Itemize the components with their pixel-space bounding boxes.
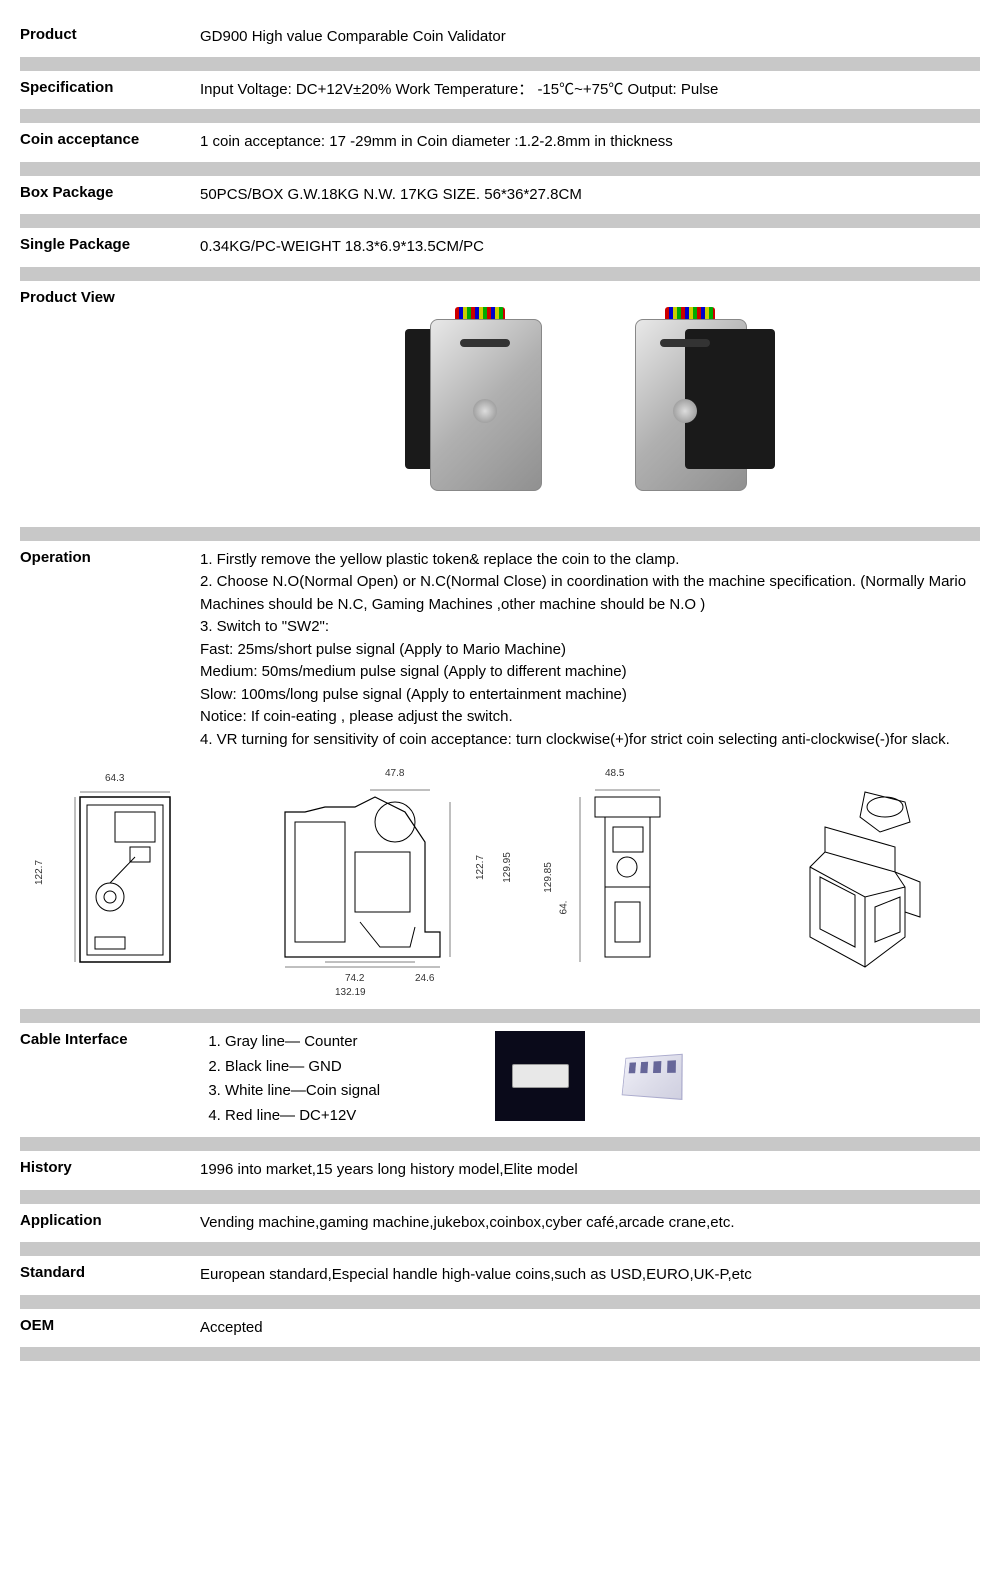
cable-list: Gray line— Counter Black line— GND White…: [200, 1031, 475, 1129]
op-line: 3. Switch to "SW2":: [200, 616, 980, 639]
dim-label: 122.7: [34, 860, 45, 885]
divider: [20, 1190, 980, 1204]
box-label: Box Package: [20, 184, 200, 201]
oem-row: OEM Accepted: [20, 1311, 980, 1346]
divider: [20, 162, 980, 176]
dim-label: 122.7: [475, 855, 486, 880]
dim-label: 64.3: [105, 773, 124, 784]
operation-row: Operation 1. Firstly remove the yellow p…: [20, 543, 980, 758]
product-image-area: [200, 289, 980, 519]
drawing-front: 64.3 122.7: [55, 787, 185, 977]
dim-label: 129.85: [543, 862, 554, 893]
view-label: Product View: [20, 289, 200, 306]
divider: [20, 527, 980, 541]
box-row: Box Package 50PCS/BOX G.W.18KG N.W. 17KG…: [20, 178, 980, 213]
application-value: Vending machine,gaming machine,jukebox,c…: [200, 1212, 980, 1235]
dim-label: 64.: [558, 901, 569, 915]
history-value: 1996 into market,15 years long history m…: [200, 1159, 980, 1182]
cable-item: White line—Coin signal: [225, 1080, 475, 1103]
dim-label: 132.19: [335, 987, 366, 998]
divider: [20, 109, 980, 123]
cable-item: Gray line— Counter: [225, 1031, 475, 1054]
divider: [20, 267, 980, 281]
drawing-svg: [55, 787, 185, 977]
technical-drawings: 64.3 122.7 47.8 74.2 24.6 132.19 122.7 1…: [20, 757, 980, 1007]
cable-label: Cable Interface: [20, 1031, 200, 1048]
operation-label: Operation: [20, 549, 200, 566]
device-front-photo: [395, 299, 575, 499]
product-row: Product GD900 High value Comparable Coin…: [20, 20, 980, 55]
product-value: GD900 High value Comparable Coin Validat…: [200, 26, 980, 49]
drawing-svg: [265, 782, 485, 982]
divider: [20, 214, 980, 228]
standard-value: European standard,Especial handle high-v…: [200, 1264, 980, 1287]
cable-item: Red line— DC+12V: [225, 1105, 475, 1128]
divider: [20, 1242, 980, 1256]
op-line: Notice: If coin-eating , please adjust t…: [200, 706, 980, 729]
op-line: Fast: 25ms/short pulse signal (Apply to …: [200, 639, 980, 662]
spec-row: Specification Input Voltage: DC+12V±20% …: [20, 73, 980, 108]
application-row: Application Vending machine,gaming machi…: [20, 1206, 980, 1241]
op-line: Medium: 50ms/medium pulse signal (Apply …: [200, 661, 980, 684]
drawing-svg: [765, 777, 945, 987]
standard-label: Standard: [20, 1264, 200, 1281]
application-label: Application: [20, 1212, 200, 1229]
dim-label: 47.8: [385, 768, 404, 779]
drawing-iso: [765, 777, 945, 987]
divider: [20, 1295, 980, 1309]
device-back-photo: [605, 299, 785, 499]
history-label: History: [20, 1159, 200, 1176]
op-line: 1. Firstly remove the yellow plastic tok…: [200, 549, 980, 572]
single-label: Single Package: [20, 236, 200, 253]
divider: [20, 1137, 980, 1151]
coin-row: Coin acceptance 1 coin acceptance: 17 -2…: [20, 125, 980, 160]
box-value: 50PCS/BOX G.W.18KG N.W. 17KG SIZE. 56*36…: [200, 184, 980, 207]
divider: [20, 57, 980, 71]
divider: [20, 1009, 980, 1023]
drawing-side: 47.8 74.2 24.6 132.19 122.7 129.95: [265, 782, 485, 982]
cable-row: Cable Interface Gray line— Counter Black…: [20, 1025, 980, 1135]
drawing-svg: [565, 782, 685, 982]
op-line: Slow: 100ms/long pulse signal (Apply to …: [200, 684, 980, 707]
single-row: Single Package 0.34KG/PC-WEIGHT 18.3*6.9…: [20, 230, 980, 265]
spec-value: Input Voltage: DC+12V±20% Work Temperatu…: [200, 79, 980, 102]
cable-value: Gray line— Counter Black line— GND White…: [200, 1031, 980, 1129]
connector-photo-1: [495, 1031, 585, 1121]
dim-label: 129.95: [502, 852, 513, 883]
dim-label: 24.6: [415, 973, 434, 984]
divider: [20, 1347, 980, 1361]
operation-value: 1. Firstly remove the yellow plastic tok…: [200, 549, 980, 752]
history-row: History 1996 into market,15 years long h…: [20, 1153, 980, 1188]
coin-label: Coin acceptance: [20, 131, 200, 148]
op-line: 4. VR turning for sensitivity of coin ac…: [200, 729, 980, 752]
connector-photo-2: [605, 1031, 695, 1121]
standard-row: Standard European standard,Especial hand…: [20, 1258, 980, 1293]
product-label: Product: [20, 26, 200, 43]
coin-value: 1 coin acceptance: 17 -29mm in Coin diam…: [200, 131, 980, 154]
dim-label: 48.5: [605, 768, 624, 779]
view-value: [200, 289, 980, 519]
cable-item: Black line— GND: [225, 1056, 475, 1079]
dim-label: 74.2: [345, 973, 364, 984]
oem-label: OEM: [20, 1317, 200, 1334]
op-line: 2. Choose N.O(Normal Open) or N.C(Normal…: [200, 571, 980, 616]
single-value: 0.34KG/PC-WEIGHT 18.3*6.9*13.5CM/PC: [200, 236, 980, 259]
view-row: Product View: [20, 283, 980, 525]
oem-value: Accepted: [200, 1317, 980, 1340]
spec-label: Specification: [20, 79, 200, 96]
drawing-side2: 48.5 129.85 64.: [565, 782, 685, 982]
